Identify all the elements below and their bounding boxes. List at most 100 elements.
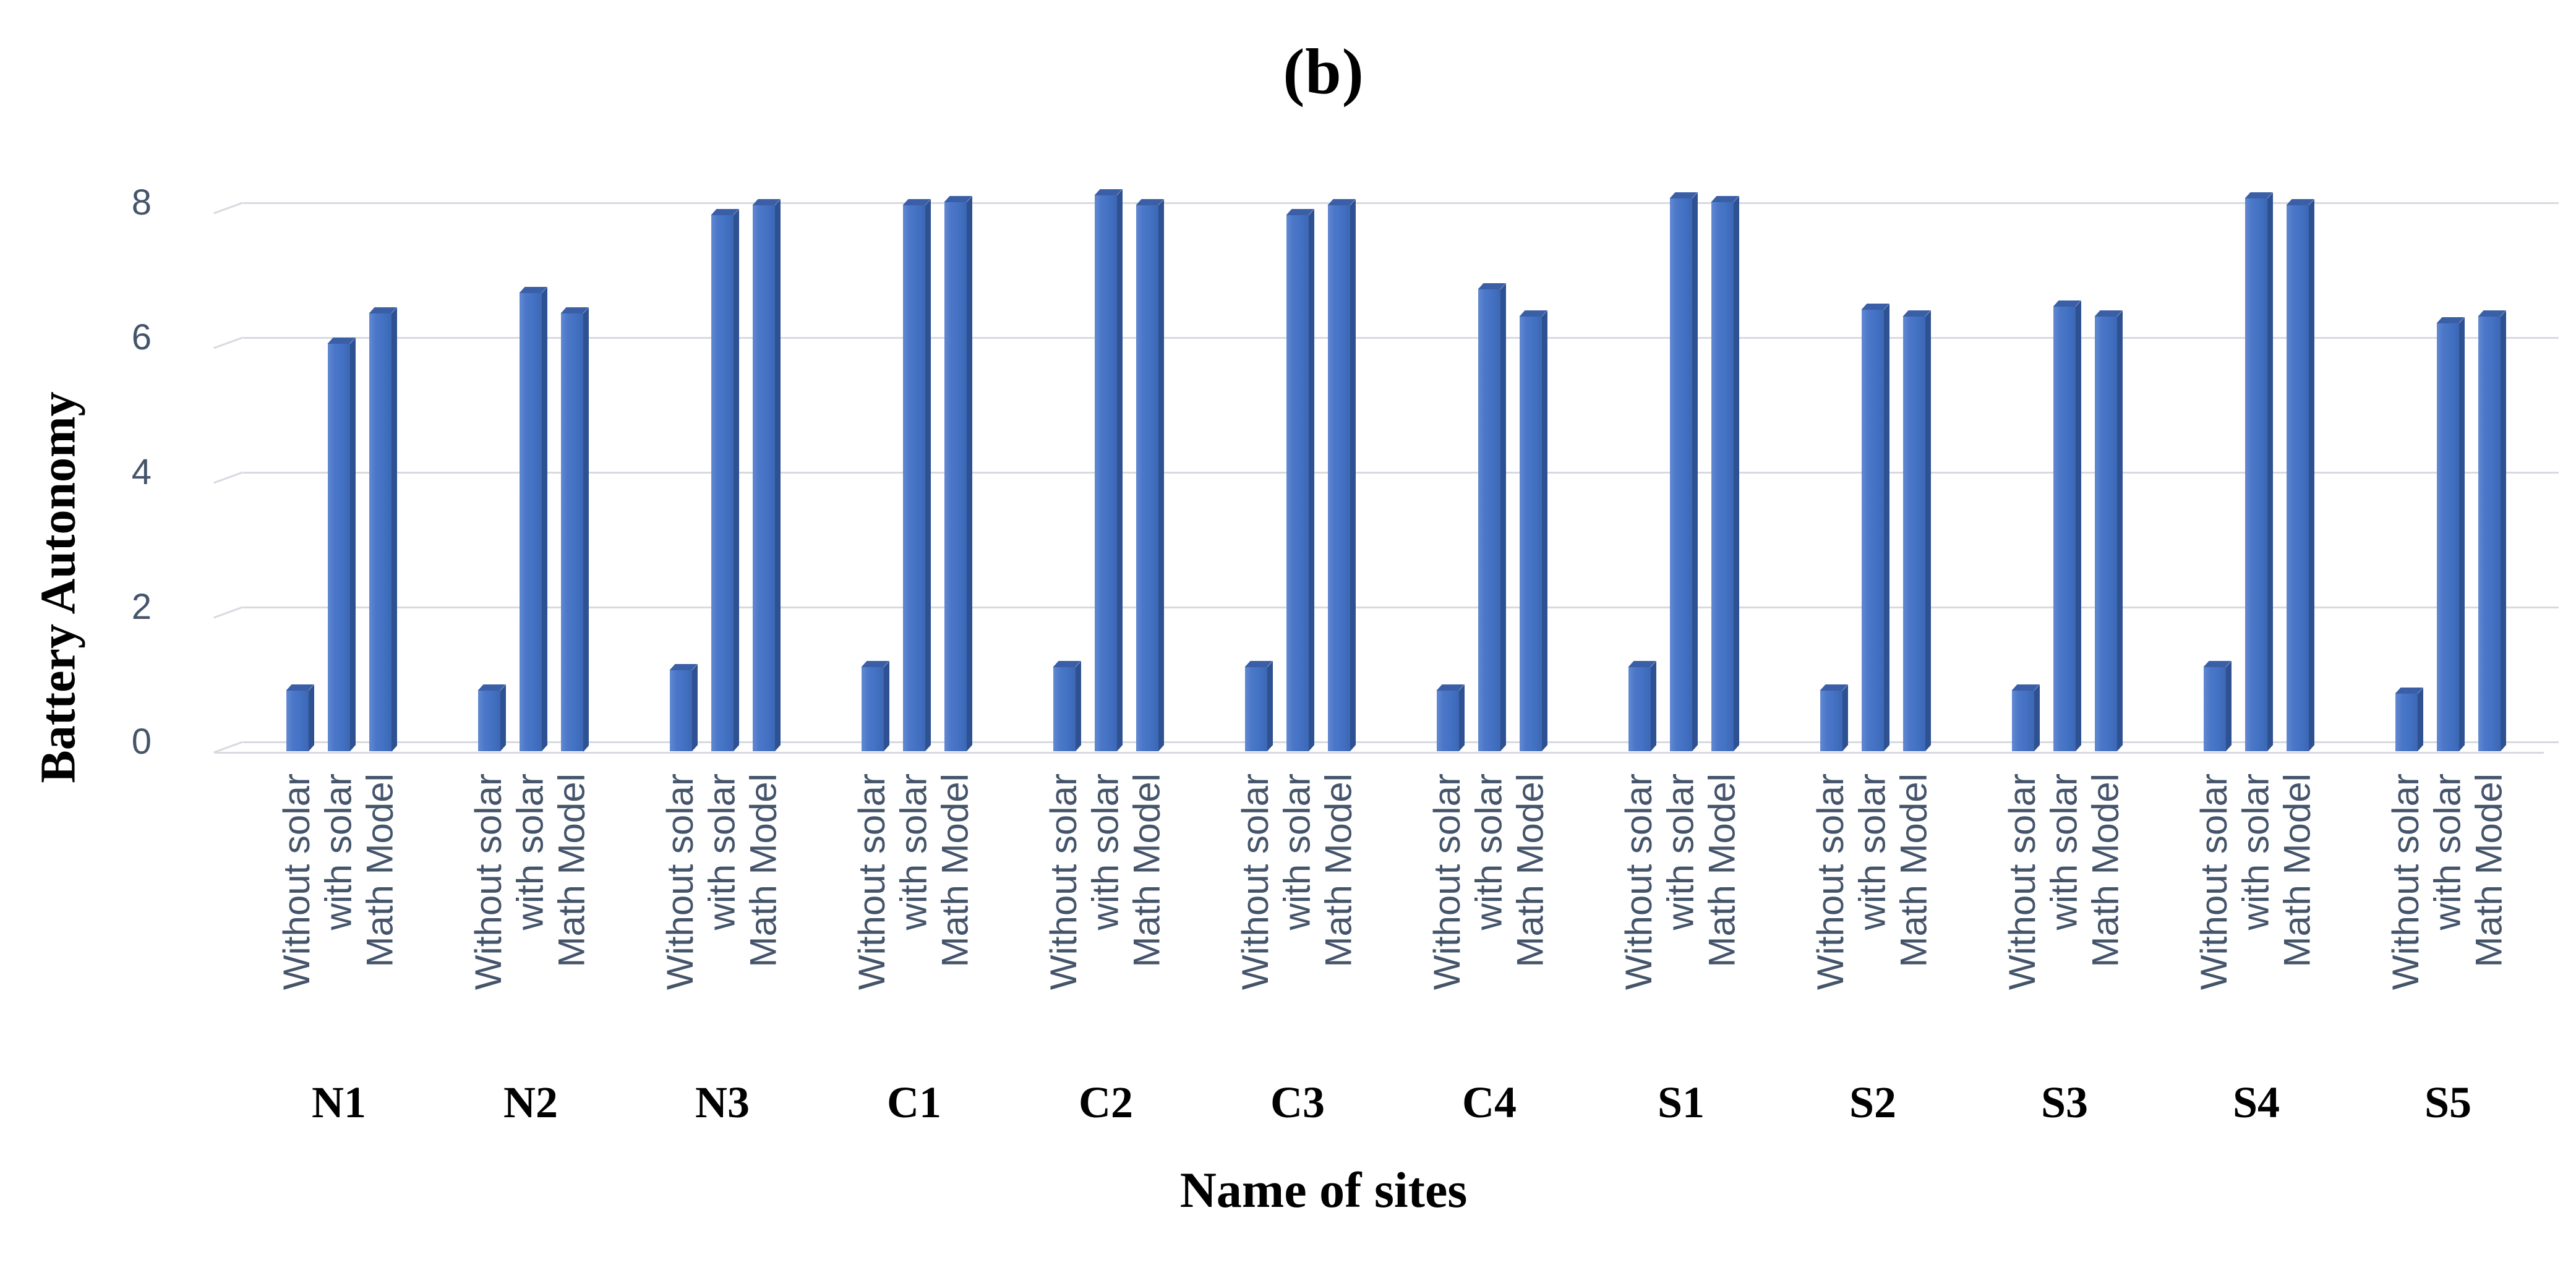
label-cell: Math Model xyxy=(2085,770,2127,1057)
bar-cell xyxy=(469,690,510,751)
bar-cell xyxy=(935,202,977,751)
bar-cell xyxy=(1619,667,1661,751)
bar-label: Math Model xyxy=(359,773,401,968)
gridline-lead-8 xyxy=(213,202,244,215)
bar-label: Math Model xyxy=(1317,773,1359,968)
bar-label: Without solar xyxy=(1618,773,1660,990)
gridline-6 xyxy=(243,337,2559,339)
label-group-C3: Without solar with solar Math Model xyxy=(1202,770,1393,1057)
bar-group-N1 xyxy=(243,195,435,751)
bar-cell xyxy=(2044,306,2086,751)
bar-C3-math-model xyxy=(1328,205,1350,751)
bar-cell xyxy=(2086,316,2127,751)
bar-label: Without solar xyxy=(2385,773,2427,990)
bar-cell xyxy=(552,313,593,751)
site-label-S3: S3 xyxy=(2040,1078,2089,1127)
bar-label: Without solar xyxy=(851,773,893,990)
bar-group-C2 xyxy=(1010,195,1202,751)
bar-C3-without-solar xyxy=(1245,667,1267,751)
bar-cell xyxy=(1811,690,1852,751)
bar-group-C3 xyxy=(1202,195,1393,751)
bar-cell xyxy=(1510,316,1552,751)
bar-group-S5 xyxy=(2352,195,2544,751)
bar-cell xyxy=(360,313,401,751)
site-label-S2: S2 xyxy=(1849,1078,1897,1127)
bar-N2-math-model xyxy=(561,313,583,751)
bar-S4-with-solar xyxy=(2245,198,2267,751)
bar-label: Without solar xyxy=(1426,773,1468,990)
label-cell: Without solar xyxy=(2194,770,2236,1057)
bar-cell xyxy=(2194,667,2236,751)
label-cell: Math Model xyxy=(1126,770,1168,1057)
bar-cell xyxy=(1127,205,1168,751)
bar-group-N3 xyxy=(627,195,818,751)
bar-cell xyxy=(2277,205,2319,751)
bar-group-N2 xyxy=(435,195,627,751)
gridline-0 xyxy=(243,741,2559,743)
bar-S2-with-solar xyxy=(1862,310,1884,751)
gridline-lead-6 xyxy=(213,336,244,349)
label-cell: with solar xyxy=(1852,770,1894,1057)
bar-S5-with-solar xyxy=(2437,323,2459,751)
bar-S5-without-solar xyxy=(2395,694,2418,751)
label-cell: Math Model xyxy=(2468,770,2510,1057)
bar-label: Without solar xyxy=(468,773,510,990)
bar-cell xyxy=(1469,289,1510,751)
label-cell: Math Model xyxy=(935,770,977,1057)
bar-cell xyxy=(2469,316,2510,751)
bars xyxy=(243,195,2544,751)
bar-label: Without solar xyxy=(2193,773,2235,990)
site-label-C3: C3 xyxy=(1270,1078,1325,1127)
label-cell: with solar xyxy=(1085,770,1127,1057)
bar-C4-math-model xyxy=(1520,316,1542,751)
bar-S5-math-model xyxy=(2478,316,2501,751)
y-tick-6: 6 xyxy=(131,317,152,357)
bar-label: with solar xyxy=(2043,773,2085,931)
bar-N2-with-solar xyxy=(520,292,542,751)
bar-N1-without-solar xyxy=(286,690,309,751)
bar-cell xyxy=(661,670,702,751)
bar-S4-math-model xyxy=(2287,205,2309,751)
label-cell: with solar xyxy=(701,770,743,1057)
bar-S4-without-solar xyxy=(2204,667,2226,751)
label-group-N1: Without solar with solar Math Model xyxy=(243,770,435,1057)
bar-C4-without-solar xyxy=(1437,690,1459,751)
bar-label: with solar xyxy=(509,773,551,931)
chart-title: (b) xyxy=(1283,35,1364,108)
label-cell: Without solar xyxy=(1043,770,1085,1057)
y-tick-2: 2 xyxy=(131,587,152,627)
bar-cell xyxy=(319,343,360,751)
bar-label: Math Model xyxy=(2276,773,2318,968)
bar-label: Math Model xyxy=(934,773,976,968)
y-axis-tick-labels: 0 2 4 6 8 xyxy=(0,0,152,1265)
bar-N1-with-solar xyxy=(328,343,350,751)
bar-cell xyxy=(743,205,785,751)
y-tick-0: 0 xyxy=(131,722,152,762)
bar-cell xyxy=(1044,667,1085,751)
bar-cell xyxy=(1236,667,1277,751)
bar-label: Math Model xyxy=(1701,773,1743,968)
label-cell: with solar xyxy=(2043,770,2086,1057)
bar-label: Without solar xyxy=(659,773,701,990)
bar-S3-without-solar xyxy=(2012,690,2034,751)
bar-group-S3 xyxy=(1969,195,2160,751)
bar-label: with solar xyxy=(1084,773,1126,931)
label-cell: Math Model xyxy=(1893,770,1935,1057)
bar-cell xyxy=(894,205,935,751)
site-label-C1: C1 xyxy=(887,1078,941,1127)
label-group-N3: Without solar with solar Math Model xyxy=(627,770,818,1057)
bar-cell xyxy=(1702,202,1744,751)
bar-C1-math-model xyxy=(944,202,967,751)
label-group-C4: Without solar with solar Math Model xyxy=(1393,770,1585,1057)
bar-group-C1 xyxy=(818,195,1010,751)
label-cell: Without solar xyxy=(1810,770,1852,1057)
bar-cell xyxy=(510,292,552,751)
label-group-C1: Without solar with solar Math Model xyxy=(818,770,1010,1057)
site-label-N1: N1 xyxy=(312,1078,366,1127)
gridline-4 xyxy=(243,472,2559,474)
bar-label: Math Model xyxy=(550,773,593,968)
bar-S1-math-model xyxy=(1711,202,1734,751)
bar-label: Math Model xyxy=(1126,773,1168,968)
bar-label: Math Model xyxy=(1893,773,1935,968)
bar-C4-with-solar xyxy=(1478,289,1500,751)
